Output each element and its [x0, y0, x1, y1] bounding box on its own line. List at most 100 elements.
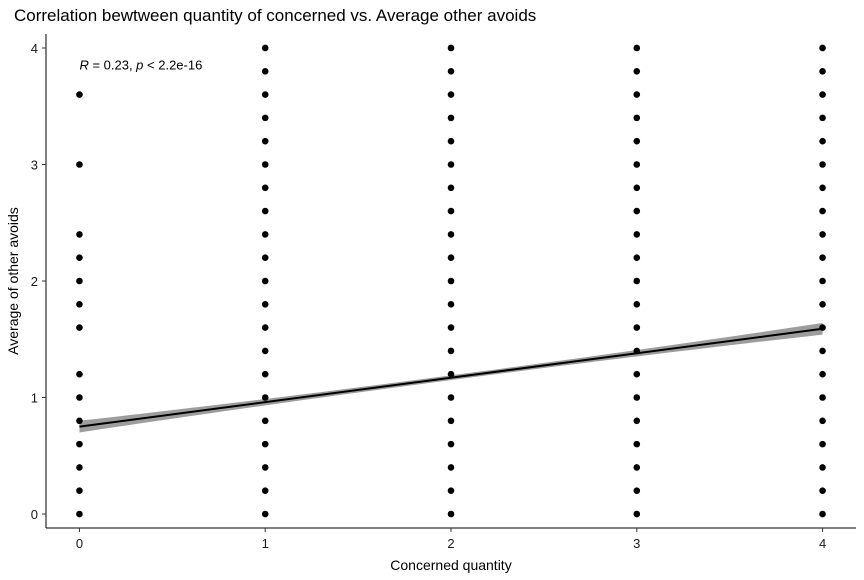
data-point — [819, 254, 826, 261]
data-point — [261, 184, 269, 192]
data-point — [447, 184, 455, 192]
data-point — [447, 510, 455, 518]
y-axis-title: Average of other avoids — [5, 207, 21, 355]
data-point — [633, 394, 641, 401]
data-point — [76, 161, 83, 168]
data-point — [819, 440, 826, 448]
data-point — [819, 114, 826, 122]
data-point — [261, 137, 269, 145]
data-point — [633, 184, 641, 192]
data-point — [261, 277, 269, 285]
data-point — [633, 254, 641, 261]
data-point — [447, 464, 455, 471]
data-point — [819, 347, 826, 355]
y-tick-label: 1 — [31, 391, 38, 406]
data-point — [819, 161, 826, 168]
data-point — [447, 347, 455, 355]
regression-line — [79, 327, 823, 428]
data-point — [261, 370, 269, 378]
data-point — [633, 207, 641, 215]
data-point — [261, 417, 269, 425]
data-point — [447, 370, 455, 378]
data-point — [633, 464, 641, 471]
regression-layer — [79, 327, 823, 428]
data-point — [819, 417, 826, 425]
y-tick-label: 3 — [31, 157, 38, 172]
data-point — [76, 231, 83, 238]
data-point — [76, 324, 83, 331]
data-point — [261, 67, 269, 75]
data-point — [76, 464, 83, 471]
data-point — [819, 91, 826, 98]
y-tick-label: 2 — [31, 274, 38, 289]
data-point — [76, 417, 83, 425]
axes-layer: 0 1 2 3 4 0 1 2 3 4 — [31, 34, 856, 551]
data-point — [633, 161, 641, 168]
data-point — [633, 370, 641, 378]
points-layer — [76, 44, 826, 518]
data-point — [447, 440, 455, 448]
x-axis-title: Concerned quantity — [390, 557, 511, 573]
data-point — [76, 301, 83, 308]
data-point — [447, 161, 455, 168]
data-point — [819, 184, 826, 192]
data-point — [261, 464, 269, 471]
annotation-p-symbol: p — [135, 57, 143, 72]
data-point — [633, 510, 641, 518]
data-point — [633, 91, 641, 98]
correlation-annotation: R = 0.23, p < 2.2e-16 — [79, 57, 202, 72]
data-point — [633, 67, 641, 75]
data-point — [447, 417, 455, 425]
data-point — [447, 254, 455, 261]
data-point — [76, 277, 83, 285]
data-point — [76, 510, 83, 518]
data-point — [261, 510, 269, 518]
data-point — [76, 254, 83, 261]
data-point — [633, 277, 641, 285]
data-point — [76, 440, 83, 448]
data-point — [447, 207, 455, 215]
data-point — [633, 440, 641, 448]
data-point — [633, 114, 641, 122]
x-tick-label: 4 — [819, 536, 826, 551]
data-point — [633, 137, 641, 145]
data-point — [76, 370, 83, 378]
data-point — [447, 114, 455, 122]
annotation-r-symbol: R — [79, 57, 88, 72]
data-point — [447, 394, 455, 401]
data-point — [633, 487, 641, 495]
data-point — [447, 277, 455, 285]
annotation-p-text: < 2.2e-16 — [143, 57, 202, 72]
y-tick-label: 0 — [31, 507, 38, 522]
x-tick-label: 2 — [447, 536, 454, 551]
annotation-r-text: = 0.23, — [89, 57, 136, 72]
data-point — [819, 301, 826, 308]
data-point — [819, 487, 826, 495]
data-point — [447, 324, 455, 331]
x-tick-label: 1 — [262, 536, 269, 551]
data-point — [76, 394, 83, 401]
data-point — [261, 207, 269, 215]
data-point — [633, 417, 641, 425]
data-point — [819, 44, 826, 52]
data-point — [633, 301, 641, 308]
data-point — [447, 44, 455, 52]
data-point — [261, 91, 269, 98]
data-point — [819, 464, 826, 471]
data-point — [261, 487, 269, 495]
data-point — [261, 324, 269, 331]
data-point — [447, 231, 455, 238]
data-point — [261, 231, 269, 238]
data-point — [819, 207, 826, 215]
data-point — [819, 67, 826, 75]
data-point — [261, 44, 269, 52]
data-point — [76, 487, 83, 495]
data-point — [633, 231, 641, 238]
data-point — [447, 137, 455, 145]
data-point — [819, 277, 826, 285]
data-point — [819, 231, 826, 238]
data-point — [261, 161, 269, 168]
data-point — [819, 510, 826, 518]
data-point — [633, 44, 641, 52]
